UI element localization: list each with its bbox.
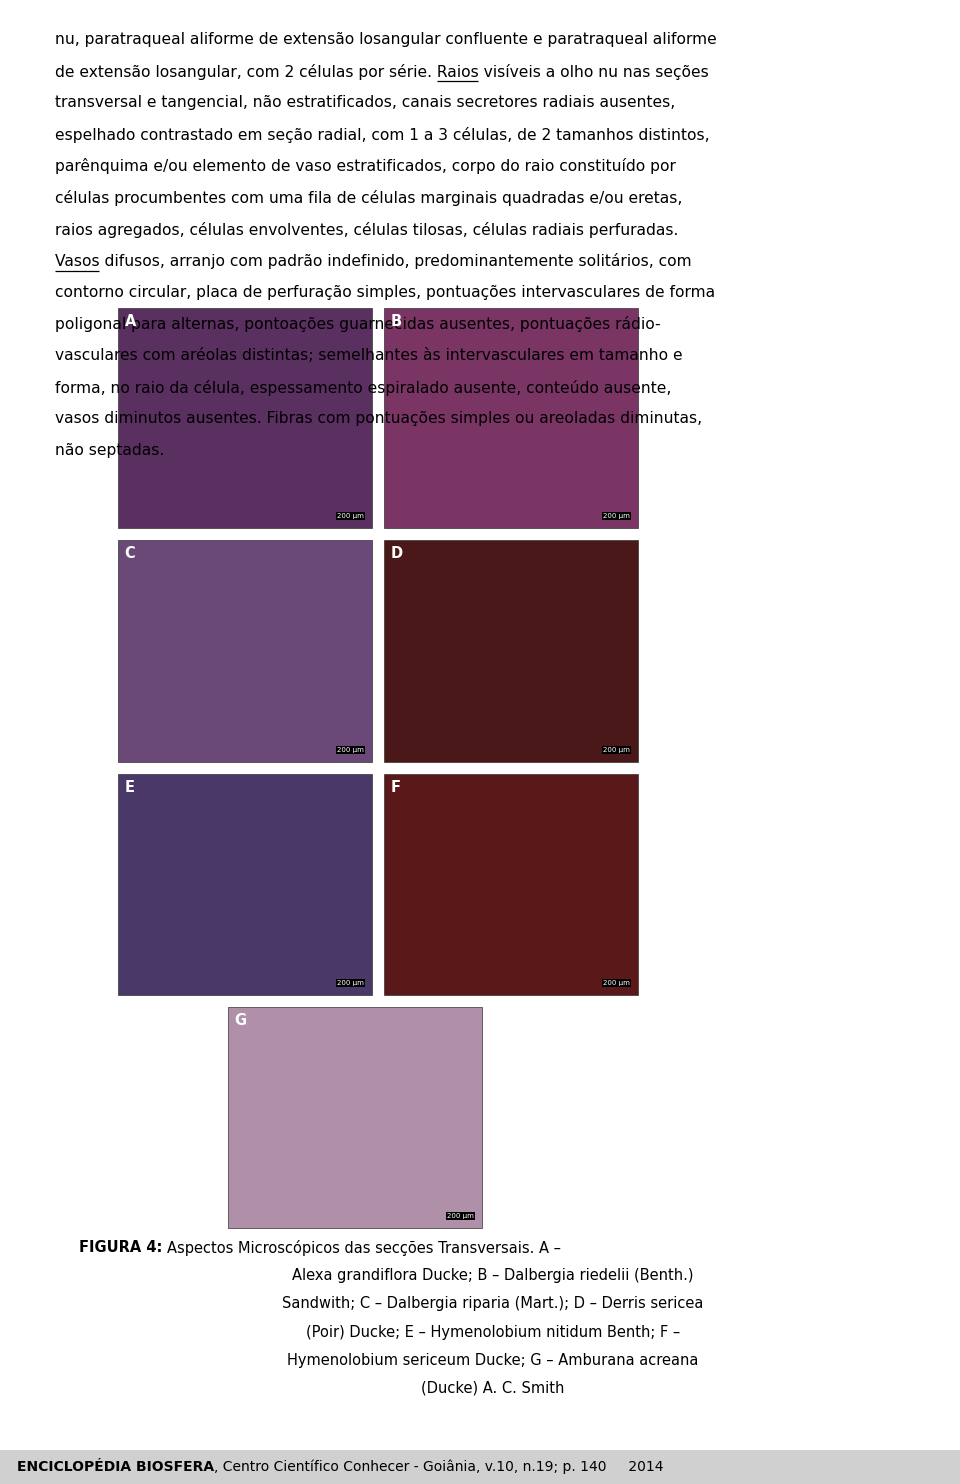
Text: raios agregados, células envolventes, células tilosas, células radiais perfurada: raios agregados, células envolventes, cé… — [55, 221, 678, 237]
Text: 200 μm: 200 μm — [604, 513, 631, 519]
Text: 200 μm: 200 μm — [447, 1212, 474, 1218]
Text: nu, paratraqueal aliforme de extensão losangular confluente e paratraqueal alifo: nu, paratraqueal aliforme de extensão lo… — [55, 31, 716, 47]
Text: parênquima e/ou elemento de vaso estratificados, corpo do raio constituído por: parênquima e/ou elemento de vaso estrati… — [55, 159, 676, 174]
Text: células procumbentes com uma fila de células marginais quadradas e/ou eretas,: células procumbentes com uma fila de cél… — [55, 190, 683, 206]
Text: Sandwith; C – Dalbergia riparia (Mart.); D – Derris sericea: Sandwith; C – Dalbergia riparia (Mart.);… — [282, 1297, 704, 1312]
Text: G: G — [234, 1014, 247, 1028]
Bar — [228, 1008, 482, 1227]
Text: contorno circular, placa de perfuração simples, pontuações intervasculares de fo: contorno circular, placa de perfuração s… — [55, 285, 715, 300]
Text: FIGURA 4:: FIGURA 4: — [79, 1241, 162, 1255]
Text: Aspectos Microscópicos das secções Transversais. A –: Aspectos Microscópicos das secções Trans… — [167, 1241, 562, 1255]
Text: vasculares com aréolas distintas; semelhantes às intervasculares em tamanho e: vasculares com aréolas distintas; semelh… — [55, 347, 683, 364]
Text: forma, no raio da célula, espessamento espiralado ausente, conteúdo ausente,: forma, no raio da célula, espessamento e… — [55, 380, 671, 396]
Text: F: F — [391, 781, 400, 795]
Text: C: C — [125, 546, 135, 561]
Text: ENCICLOPÉDIA BIOSFERA: ENCICLOPÉDIA BIOSFERA — [17, 1460, 214, 1474]
Text: vasos diminutos ausentes. Fibras com pontuações simples ou areoladas diminutas,: vasos diminutos ausentes. Fibras com pon… — [55, 411, 702, 426]
Text: 200 μm: 200 μm — [338, 513, 365, 519]
Bar — [118, 775, 372, 994]
Bar — [118, 309, 372, 528]
Text: 200 μm: 200 μm — [338, 746, 365, 752]
Text: E: E — [125, 781, 134, 795]
Text: Alexa grandiflora Ducke; B – Dalbergia riedelii (Benth.): Alexa grandiflora Ducke; B – Dalbergia r… — [292, 1269, 694, 1284]
Text: (Ducke) A. C. Smith: (Ducke) A. C. Smith — [421, 1382, 564, 1396]
Text: transversal e tangencial, não estratificados, canais secretores radiais ausentes: transversal e tangencial, não estratific… — [55, 95, 675, 110]
Text: B: B — [391, 315, 402, 329]
Text: 200 μm: 200 μm — [604, 979, 631, 985]
Text: espelhado contrastado em seção radial, com 1 a 3 células, de 2 tamanhos distinto: espelhado contrastado em seção radial, c… — [55, 126, 709, 142]
Bar — [0, 1450, 960, 1484]
Text: A: A — [125, 315, 136, 329]
Text: , Centro Científico Conhecer - Goiânia, v.10, n.19; p. 140     2014: , Centro Científico Conhecer - Goiânia, … — [214, 1460, 664, 1474]
Text: não septadas.: não septadas. — [55, 442, 164, 459]
Text: poligonal para alternas, pontoações guarnecidas ausentes, pontuações rádio-: poligonal para alternas, pontoações guar… — [55, 316, 660, 332]
Bar — [118, 540, 372, 761]
Text: Hymenolobium sericeum Ducke; G – Amburana acreana: Hymenolobium sericeum Ducke; G – Amburan… — [287, 1353, 699, 1368]
Bar — [384, 309, 638, 528]
Bar — [384, 775, 638, 994]
Text: 200 μm: 200 μm — [338, 979, 365, 985]
Text: (Poir) Ducke; E – Hymenolobium nitidum Benth; F –: (Poir) Ducke; E – Hymenolobium nitidum B… — [306, 1325, 680, 1340]
Text: 200 μm: 200 μm — [604, 746, 631, 752]
Text: D: D — [391, 546, 403, 561]
Bar — [384, 540, 638, 761]
Text: Vasos difusos, arranjo com padrão indefinido, predominantemente solitários, com: Vasos difusos, arranjo com padrão indefi… — [55, 254, 691, 269]
Text: de extensão losangular, com 2 células por série. Raios visíveis a olho nu nas se: de extensão losangular, com 2 células po… — [55, 64, 708, 80]
